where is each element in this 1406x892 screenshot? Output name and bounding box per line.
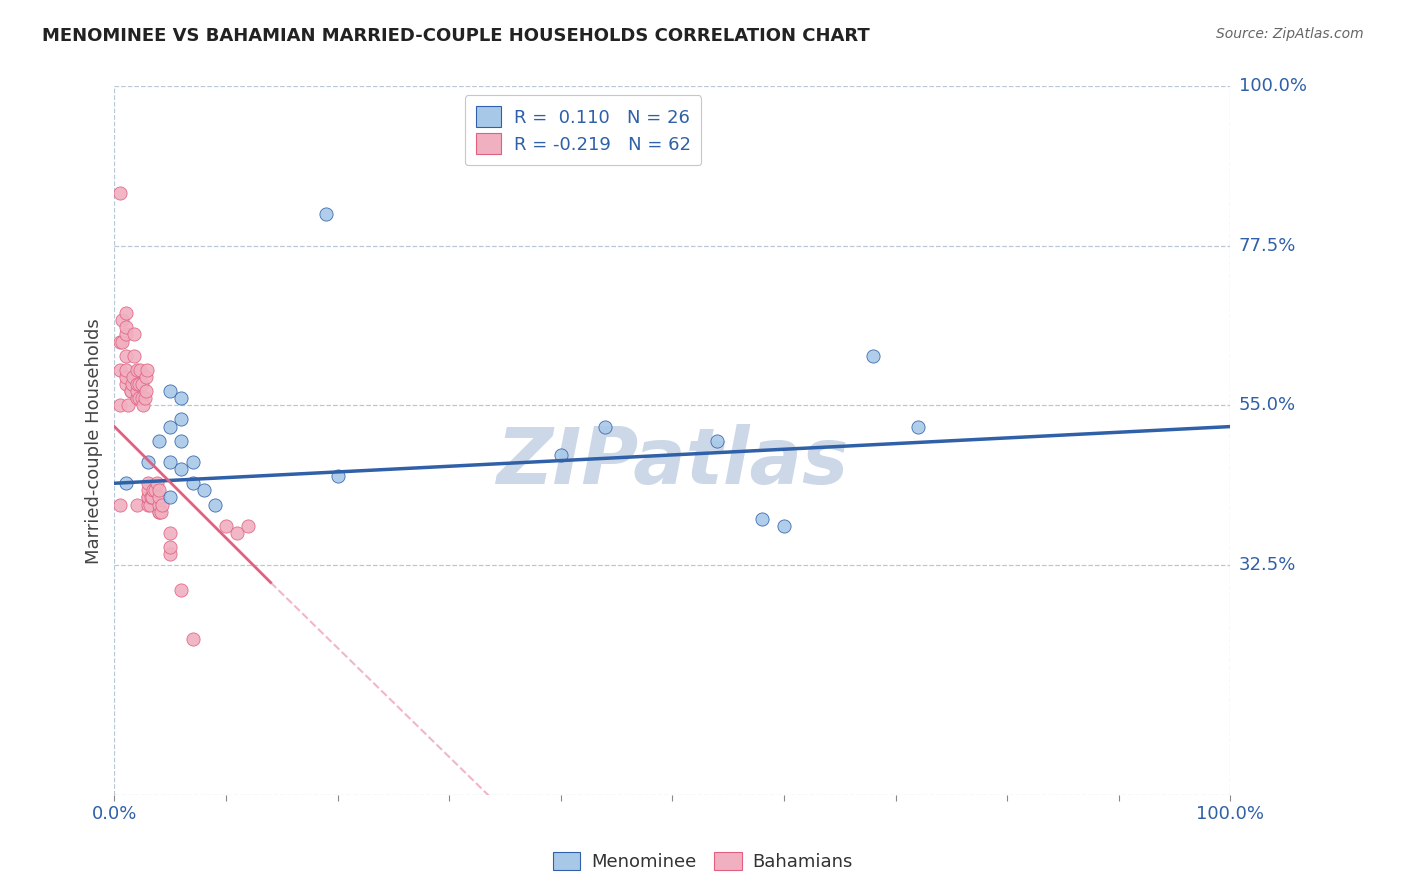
- Point: [159, 491, 181, 505]
- Point: [108, 398, 131, 412]
- Point: [143, 483, 166, 498]
- Point: [159, 455, 181, 469]
- Point: [193, 483, 215, 498]
- Point: [159, 540, 181, 554]
- Point: [124, 349, 146, 363]
- Text: Source: ZipAtlas.com: Source: ZipAtlas.com: [1216, 27, 1364, 41]
- Point: [108, 186, 131, 200]
- Point: [238, 518, 260, 533]
- Point: [129, 363, 152, 377]
- Point: [148, 505, 170, 519]
- Point: [150, 505, 173, 519]
- Point: [120, 384, 142, 399]
- Point: [170, 582, 193, 597]
- Point: [159, 384, 181, 399]
- Point: [148, 491, 170, 505]
- Point: [114, 327, 136, 342]
- Point: [226, 525, 249, 540]
- Point: [108, 498, 131, 512]
- Point: [773, 518, 796, 533]
- Text: MENOMINEE VS BAHAMIAN MARRIED-COUPLE HOUSEHOLDS CORRELATION CHART: MENOMINEE VS BAHAMIAN MARRIED-COUPLE HOU…: [42, 27, 870, 45]
- Point: [170, 434, 193, 448]
- Point: [148, 434, 170, 448]
- Point: [136, 498, 159, 512]
- Point: [751, 512, 773, 526]
- Point: [114, 476, 136, 491]
- Legend: R =  0.110   N = 26, R = -0.219   N = 62: R = 0.110 N = 26, R = -0.219 N = 62: [465, 95, 702, 165]
- Point: [170, 462, 193, 476]
- Point: [170, 412, 193, 426]
- Point: [148, 505, 170, 519]
- Point: [124, 327, 146, 342]
- Point: [125, 363, 148, 377]
- Legend: Menominee, Bahamians: Menominee, Bahamians: [546, 845, 860, 879]
- Text: 55.0%: 55.0%: [1239, 396, 1296, 414]
- Point: [122, 370, 145, 384]
- Point: [139, 498, 162, 512]
- Point: [204, 498, 226, 512]
- Point: [181, 455, 204, 469]
- Text: 32.5%: 32.5%: [1239, 556, 1296, 574]
- Point: [907, 419, 929, 434]
- Point: [111, 334, 134, 349]
- Point: [131, 391, 153, 405]
- Point: [142, 483, 165, 498]
- Point: [131, 377, 153, 392]
- Point: [315, 207, 337, 221]
- Point: [108, 334, 131, 349]
- Text: 77.5%: 77.5%: [1239, 237, 1296, 255]
- Point: [125, 377, 148, 392]
- Point: [595, 419, 617, 434]
- Point: [114, 349, 136, 363]
- Point: [125, 391, 148, 405]
- Point: [141, 491, 163, 505]
- Point: [136, 491, 159, 505]
- Point: [111, 313, 134, 327]
- Point: [117, 398, 139, 412]
- Point: [128, 377, 150, 392]
- Point: [170, 391, 193, 405]
- Point: [159, 547, 181, 561]
- Point: [114, 306, 136, 320]
- Point: [148, 498, 170, 512]
- Point: [550, 448, 572, 462]
- Point: [326, 469, 349, 483]
- Point: [128, 391, 150, 405]
- Point: [121, 377, 143, 392]
- Point: [136, 491, 159, 505]
- Point: [136, 483, 159, 498]
- Text: 100.0%: 100.0%: [1239, 78, 1306, 95]
- Point: [108, 363, 131, 377]
- Point: [114, 377, 136, 392]
- Point: [125, 498, 148, 512]
- Point: [135, 370, 157, 384]
- Point: [215, 518, 238, 533]
- Point: [181, 476, 204, 491]
- Point: [152, 498, 174, 512]
- Point: [159, 525, 181, 540]
- Point: [136, 455, 159, 469]
- Point: [136, 476, 159, 491]
- Point: [114, 363, 136, 377]
- Point: [114, 370, 136, 384]
- Point: [862, 349, 884, 363]
- Text: ZIPatlas: ZIPatlas: [496, 424, 848, 500]
- Point: [114, 320, 136, 334]
- Point: [132, 398, 155, 412]
- Point: [135, 384, 157, 399]
- Point: [120, 384, 142, 399]
- Point: [141, 491, 163, 505]
- Point: [125, 384, 148, 399]
- Point: [706, 434, 728, 448]
- Y-axis label: Married-couple Households: Married-couple Households: [86, 318, 103, 564]
- Point: [148, 483, 170, 498]
- Point: [159, 419, 181, 434]
- Point: [181, 632, 204, 647]
- Point: [134, 391, 156, 405]
- Point: [146, 476, 169, 491]
- Point: [135, 363, 157, 377]
